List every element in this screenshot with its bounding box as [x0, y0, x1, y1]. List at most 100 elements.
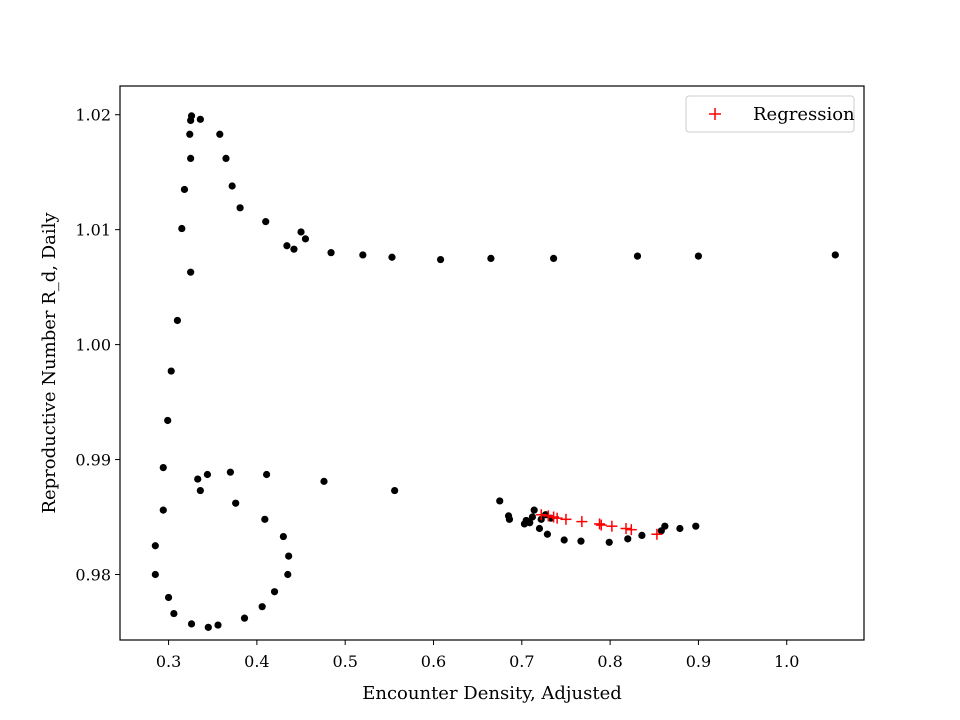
data-point [187, 154, 195, 163]
data-point [391, 486, 399, 495]
y-axis-ticks: 0.98 0.99 1.00 1.01 1.02 [75, 106, 120, 584]
data-point [151, 570, 159, 579]
data-point [831, 251, 839, 259]
data-point [170, 609, 178, 618]
data-point [164, 593, 173, 602]
data-point [549, 254, 558, 263]
data-point [535, 524, 544, 533]
data-point [327, 249, 335, 257]
data-point [505, 515, 514, 523]
regression-point [595, 519, 607, 531]
legend: Regression [685, 95, 855, 133]
data-point [359, 251, 367, 259]
data-point [204, 623, 212, 631]
data-point [187, 116, 195, 125]
regression-point [625, 524, 637, 536]
data-point [187, 268, 195, 276]
data-point [173, 316, 182, 325]
data-point [228, 182, 236, 190]
data-point [543, 530, 552, 538]
regression-point [594, 518, 606, 530]
y-tick-label: 0.98 [75, 565, 111, 584]
x-tick-label: 0.5 [332, 652, 357, 671]
data-point [526, 519, 534, 527]
data-point [196, 115, 204, 123]
data-point [178, 224, 186, 233]
regression-point [535, 509, 547, 521]
y-axis-label: Reproductive Number R_d, Daily [39, 212, 60, 514]
regression-point [620, 523, 632, 535]
data-point [261, 515, 269, 523]
data-point [187, 620, 196, 628]
x-axis-label: Encounter Density, Adjusted [362, 683, 622, 704]
data-point [262, 470, 271, 479]
data-point [196, 486, 204, 495]
data-point [496, 497, 504, 505]
data-point [180, 185, 189, 194]
x-tick-label: 0.3 [156, 652, 181, 671]
data-point [164, 416, 172, 425]
data-point [487, 254, 495, 263]
data-point [528, 513, 537, 521]
legend-regression-label: Regression [753, 104, 855, 125]
data-point [222, 154, 230, 163]
data-point [151, 542, 159, 550]
y-tick-label: 1.01 [75, 221, 111, 240]
data-point [694, 252, 703, 260]
data-point [638, 531, 646, 540]
data-point [661, 522, 669, 530]
data-point [692, 522, 700, 530]
y-tick-label: 0.99 [75, 451, 111, 470]
data-point [203, 470, 212, 479]
data-point [301, 235, 310, 243]
data-point [283, 242, 291, 250]
data-point [284, 570, 292, 579]
plot-area [120, 86, 864, 640]
data-point [258, 603, 266, 611]
regression-point [560, 513, 572, 525]
data-point [167, 367, 175, 375]
y-tick-label: 1.00 [75, 336, 111, 355]
regression-point [651, 528, 663, 540]
data-point [194, 475, 202, 483]
data-point [236, 204, 244, 212]
x-tick-label: 0.8 [597, 652, 622, 671]
x-axis-ticks: 0.3 0.4 0.5 0.6 0.7 0.8 0.9 1.0 [156, 640, 799, 671]
data-point [159, 463, 167, 472]
data-point [290, 245, 298, 253]
data-point [320, 477, 328, 485]
x-tick-label: 0.7 [509, 652, 534, 671]
data-point [560, 536, 568, 544]
data-point [530, 506, 538, 514]
data-point [285, 552, 293, 560]
legend-frame [685, 95, 855, 133]
regression-point [542, 510, 554, 522]
data-point [388, 253, 396, 261]
regression-point [606, 520, 618, 532]
data-point [577, 537, 585, 545]
x-tick-label: 0.4 [244, 652, 269, 671]
data-point [297, 228, 305, 236]
x-tick-label: 1.0 [774, 652, 799, 671]
data-point [240, 614, 249, 622]
plot-frame [119, 85, 865, 641]
data-point [262, 218, 270, 226]
data-point [232, 499, 240, 507]
data-point [436, 255, 445, 264]
x-tick-label: 0.6 [421, 652, 446, 671]
data-point [624, 535, 632, 543]
data-point [270, 588, 279, 596]
data-point [279, 532, 287, 541]
regression-point [551, 512, 563, 524]
data-point [186, 130, 194, 138]
regression-point [576, 516, 588, 528]
data-point [159, 506, 167, 514]
data-point [633, 252, 642, 260]
legend-regression-marker [709, 108, 721, 120]
data-points [151, 112, 839, 631]
data-point [226, 468, 234, 476]
data-point [214, 621, 222, 629]
x-tick-label: 0.9 [686, 652, 711, 671]
data-point [216, 130, 224, 138]
